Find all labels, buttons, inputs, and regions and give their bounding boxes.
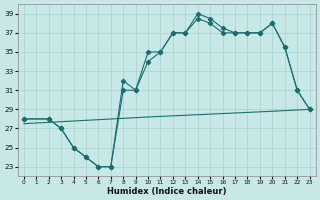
X-axis label: Humidex (Indice chaleur): Humidex (Indice chaleur) [107, 187, 227, 196]
